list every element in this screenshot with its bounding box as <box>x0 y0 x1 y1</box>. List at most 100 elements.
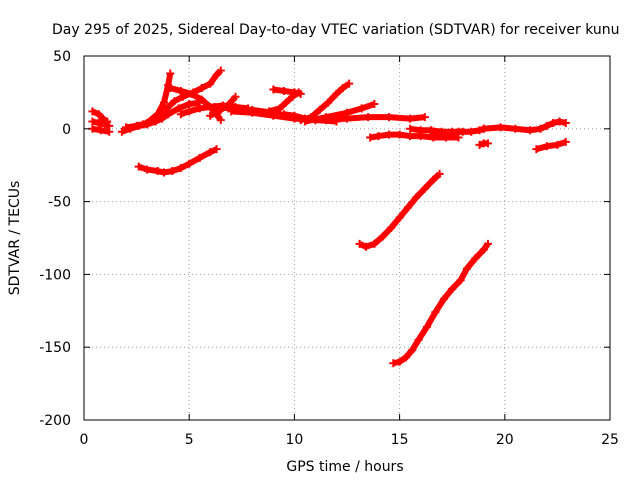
y-tick-label: 0 <box>62 122 71 138</box>
data-point <box>159 98 168 107</box>
data-point <box>454 127 463 136</box>
data-point <box>456 276 465 285</box>
data-point <box>166 84 175 93</box>
data-point <box>248 108 257 117</box>
data-point <box>117 127 126 136</box>
data-point <box>197 95 206 104</box>
data-point <box>416 126 425 135</box>
y-tick-label: -100 <box>39 267 71 283</box>
plot-frame <box>83 55 611 421</box>
data-point <box>122 123 131 132</box>
data-point <box>288 92 297 101</box>
data-point <box>561 137 570 146</box>
data-series-s20 <box>429 124 488 138</box>
x-tick-label: 25 <box>601 432 619 448</box>
data-point <box>395 130 404 139</box>
x-tick-label: 5 <box>185 432 194 448</box>
data-point <box>134 162 143 171</box>
series-line <box>91 108 109 124</box>
data-point <box>212 70 221 79</box>
data-point <box>526 126 535 135</box>
data-point <box>338 84 347 93</box>
data-point <box>227 107 236 116</box>
x-tick-label: 15 <box>391 432 409 448</box>
data-point <box>387 223 396 232</box>
data-point <box>216 66 225 75</box>
data-point <box>561 118 570 127</box>
data-point <box>406 132 415 141</box>
data-point <box>281 98 290 107</box>
data-series-s3 <box>88 124 114 136</box>
data-point <box>357 104 366 113</box>
data-point <box>412 193 421 202</box>
data-point <box>170 97 179 106</box>
data-point <box>176 110 185 119</box>
data-point <box>479 124 488 133</box>
data-point <box>143 165 152 174</box>
data-point <box>96 126 105 135</box>
data-point <box>279 110 288 119</box>
data-point <box>269 85 278 94</box>
y-tick-label: -200 <box>39 413 71 429</box>
y-axis-label: SDTVAR / TECUs <box>7 181 23 296</box>
x-tick-label: 20 <box>496 432 514 448</box>
data-point <box>439 295 448 304</box>
data-series-s6 <box>138 66 225 129</box>
data-point <box>355 239 364 248</box>
y-tick-label: 50 <box>53 49 71 65</box>
data-point <box>176 86 185 95</box>
data-point <box>483 239 492 248</box>
series-line <box>137 146 218 176</box>
data-point <box>406 114 415 123</box>
data-point <box>153 167 162 176</box>
data-point <box>385 130 394 139</box>
data-point <box>212 145 221 154</box>
data-point <box>414 335 423 344</box>
data-point <box>159 168 168 177</box>
data-point <box>420 113 429 122</box>
data-point <box>475 126 484 135</box>
data-point <box>389 359 398 368</box>
data-point <box>321 116 330 125</box>
data-point <box>420 184 429 193</box>
data-point <box>164 110 173 119</box>
data-point <box>429 175 438 184</box>
data-point <box>206 79 215 88</box>
data-point <box>195 104 204 113</box>
data-point <box>370 100 379 109</box>
data-series-s13 <box>265 88 303 116</box>
data-point <box>378 232 387 241</box>
data-series-s21 <box>475 139 492 149</box>
data-point <box>555 117 564 126</box>
data-point <box>210 102 219 111</box>
data-point <box>401 353 410 362</box>
data-series-s17 <box>321 113 429 125</box>
data-point <box>395 357 404 366</box>
data-point <box>265 107 274 116</box>
data-point <box>471 254 480 263</box>
data-point <box>385 113 394 122</box>
data-point <box>462 264 471 273</box>
ticks: 0 5 10 15 20 25 -200 -150 -100 -50 0 50 <box>39 49 619 448</box>
data-point <box>536 124 545 133</box>
data-point <box>296 116 305 125</box>
data-point <box>132 121 141 130</box>
data-point <box>479 245 488 254</box>
data-point <box>435 169 444 178</box>
data-point <box>290 111 299 120</box>
data-point <box>483 139 492 148</box>
data-point <box>187 89 196 98</box>
x-tick-label: 10 <box>285 432 303 448</box>
data-point <box>475 140 484 149</box>
data-point <box>364 113 373 122</box>
data-point <box>294 88 303 97</box>
data-series-s26 <box>389 239 492 368</box>
data-point <box>345 79 354 88</box>
data-point <box>395 213 404 222</box>
data-point <box>166 69 175 78</box>
data-point <box>374 132 383 141</box>
data-point <box>225 100 234 109</box>
y-tick-label: -50 <box>48 195 71 211</box>
data-point <box>496 123 505 132</box>
